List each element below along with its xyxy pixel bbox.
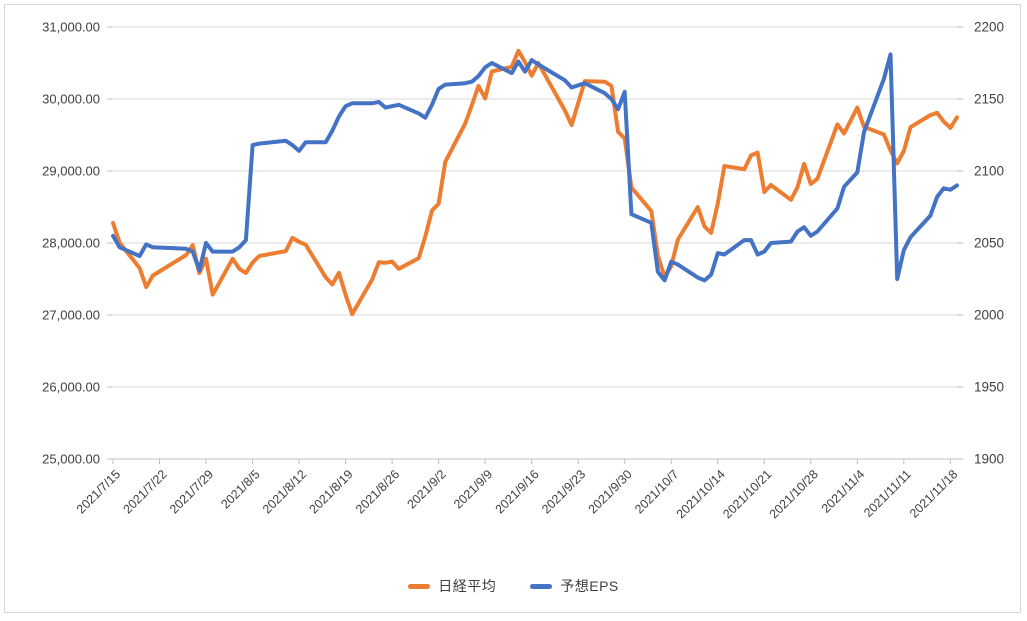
svg-text:29,000.00: 29,000.00 bbox=[42, 164, 100, 179]
svg-text:2021/7/15: 2021/7/15 bbox=[74, 467, 123, 516]
svg-text:2021/9/2: 2021/9/2 bbox=[404, 467, 448, 511]
legend-label-nikkei: 日経平均 bbox=[438, 578, 497, 594]
eps-series-key-icon bbox=[530, 583, 553, 589]
svg-text:2100: 2100 bbox=[974, 164, 1004, 179]
y-axis-left-labels: 31,000.00 30,000.00 29,000.00 28,000.00 27,0… bbox=[42, 20, 100, 467]
svg-text:2021/7/29: 2021/7/29 bbox=[167, 467, 216, 516]
svg-text:2021/8/5: 2021/8/5 bbox=[218, 467, 262, 511]
svg-text:30,000.00: 30,000.00 bbox=[42, 92, 100, 107]
legend-item-nikkei: 日経平均 bbox=[408, 576, 496, 596]
svg-text:2050: 2050 bbox=[974, 236, 1004, 251]
chart-border-frame bbox=[4, 4, 1021, 613]
gridlines bbox=[107, 26, 963, 460]
svg-text:2021/11/4: 2021/11/4 bbox=[819, 467, 868, 516]
nikkei-series-key-icon bbox=[408, 583, 431, 589]
svg-text:2021/10/7: 2021/10/7 bbox=[632, 467, 681, 516]
svg-text:1950: 1950 bbox=[974, 380, 1004, 395]
y-axis-right-labels: 2200 2150 2100 2050 2000 1950 1900 bbox=[974, 20, 1004, 467]
svg-text:2021/8/19: 2021/8/19 bbox=[306, 467, 355, 516]
svg-text:2021/10/28: 2021/10/28 bbox=[767, 467, 821, 521]
svg-text:1900: 1900 bbox=[974, 452, 1004, 467]
svg-text:26,000.00: 26,000.00 bbox=[42, 380, 100, 395]
eps-series-line bbox=[111, 52, 959, 283]
svg-text:2150: 2150 bbox=[974, 92, 1004, 107]
svg-text:2021/11/18: 2021/11/18 bbox=[907, 467, 961, 521]
chart-legend: 日経平均 予想EPS bbox=[0, 572, 1027, 600]
svg-text:2021/10/21: 2021/10/21 bbox=[720, 467, 774, 521]
svg-text:2021/9/30: 2021/9/30 bbox=[586, 467, 635, 516]
legend-item-eps: 予想EPS bbox=[530, 576, 619, 596]
nikkei-series-line bbox=[111, 48, 959, 317]
svg-text:2021/9/23: 2021/9/23 bbox=[539, 467, 588, 516]
svg-text:2000: 2000 bbox=[974, 308, 1004, 323]
svg-text:2021/9/16: 2021/9/16 bbox=[493, 467, 542, 516]
svg-text:31,000.00: 31,000.00 bbox=[42, 20, 100, 35]
svg-text:2021/8/26: 2021/8/26 bbox=[353, 467, 402, 516]
svg-text:2021/10/14: 2021/10/14 bbox=[674, 467, 728, 521]
svg-text:2021/9/9: 2021/9/9 bbox=[451, 467, 495, 511]
svg-text:2021/7/22: 2021/7/22 bbox=[120, 467, 169, 516]
svg-text:27,000.00: 27,000.00 bbox=[42, 308, 100, 323]
svg-text:25,000.00: 25,000.00 bbox=[42, 452, 100, 467]
svg-text:28,000.00: 28,000.00 bbox=[42, 236, 100, 251]
svg-text:2021/11/11: 2021/11/11 bbox=[861, 467, 914, 520]
svg-text:2021/8/12: 2021/8/12 bbox=[260, 467, 309, 516]
legend-label-eps: 予想EPS bbox=[560, 578, 619, 594]
svg-text:2200: 2200 bbox=[974, 20, 1004, 35]
